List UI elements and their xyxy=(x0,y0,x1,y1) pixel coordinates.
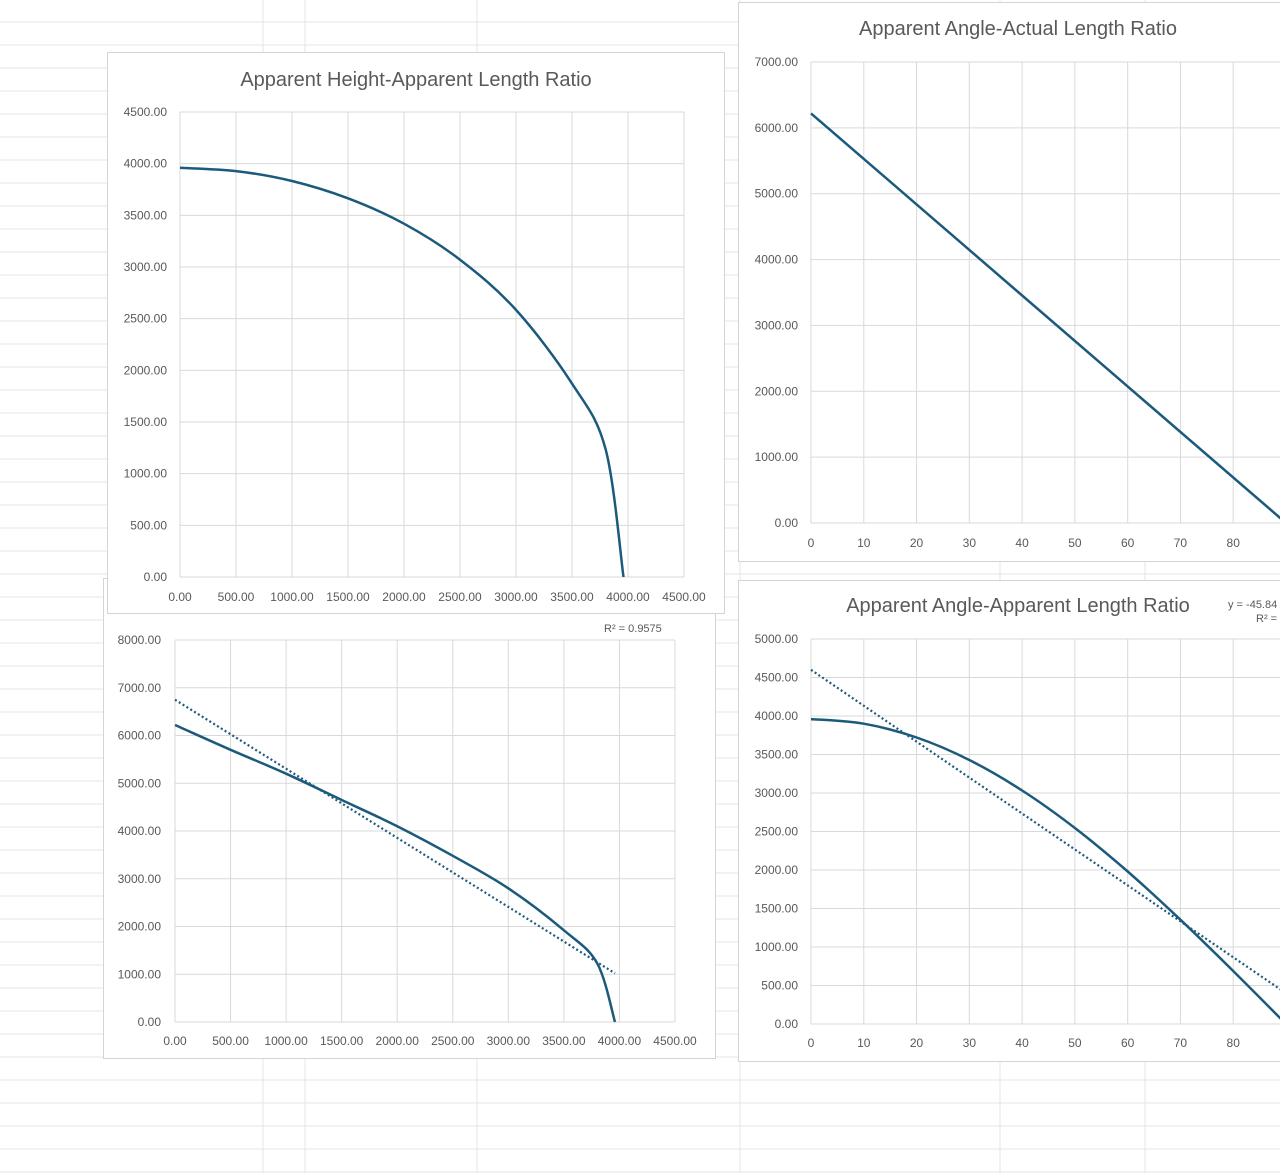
x-tick-label: 3000.00 xyxy=(487,1034,531,1048)
y-tick-label: 2000.00 xyxy=(755,863,799,877)
chart-angle-apparent-length[interactable]: Apparent Angle-Apparent Length Ratio y =… xyxy=(738,580,1280,1062)
x-tick-label: 500.00 xyxy=(212,1034,249,1048)
series-line xyxy=(810,112,1280,520)
y-tick-label: 0.00 xyxy=(144,570,168,584)
chart-height-length[interactable]: Apparent Height-Apparent Length Ratio 0.… xyxy=(107,52,725,614)
x-tick-label: 60 xyxy=(1121,536,1135,550)
plot-area: 0.00 500.00 1000.00 1500.00 2000.00 2500.00 30… xyxy=(124,105,706,604)
y-tick-label: 2000.00 xyxy=(755,384,799,398)
x-tick-label: 0 xyxy=(808,1036,815,1050)
trendline xyxy=(810,668,1280,991)
y-tick-label: 500.00 xyxy=(130,518,167,532)
x-tick-label: 20 xyxy=(910,536,924,550)
x-tick-label: 10 xyxy=(857,536,871,550)
x-tick-label: 4000.00 xyxy=(598,1034,642,1048)
x-tick-label: 4000.00 xyxy=(606,590,650,604)
y-tick-label: 4500.00 xyxy=(124,105,168,119)
y-tick-label: 2500.00 xyxy=(755,825,799,839)
x-tick-label: 40 xyxy=(1015,1036,1029,1050)
chart-title: Apparent Angle-Apparent Length Ratio xyxy=(846,595,1190,617)
y-tick-label: 4000.00 xyxy=(755,253,799,267)
x-tick-label: 4500.00 xyxy=(662,590,706,604)
y-tick-label: 3000.00 xyxy=(755,318,799,332)
y-tick-label: 6000.00 xyxy=(118,729,162,743)
x-tick-label: 3000.00 xyxy=(494,590,538,604)
x-tick-label: 3500.00 xyxy=(542,1034,586,1048)
x-tick-label: 2500.00 xyxy=(438,590,482,604)
trendline-r-squared: R² = xyxy=(1256,613,1278,625)
x-tick-label: 0.00 xyxy=(163,1034,187,1048)
x-tick-label: 4500.00 xyxy=(653,1034,697,1048)
y-tick-label: 8000.00 xyxy=(118,633,162,647)
x-tick-label: 2000.00 xyxy=(382,590,426,604)
y-tick-label: 3000.00 xyxy=(124,260,168,274)
y-tick-label: 3000.00 xyxy=(755,786,799,800)
x-tick-label: 2000.00 xyxy=(376,1034,420,1048)
chart-angle-actual-length[interactable]: Apparent Angle-Actual Length Ratio 0 10 20… xyxy=(738,2,1280,562)
y-tick-label: 2500.00 xyxy=(124,312,168,326)
chart-title: Apparent Height-Apparent Length Ratio xyxy=(240,69,592,91)
chart-title: Apparent Angle-Actual Length Ratio xyxy=(859,18,1177,40)
y-tick-label: 1500.00 xyxy=(124,415,168,429)
x-tick-label: 60 xyxy=(1121,1036,1135,1050)
y-tick-label: 5000.00 xyxy=(118,776,162,790)
y-tick-label: 5000.00 xyxy=(755,632,799,646)
x-tick-label: 1000.00 xyxy=(264,1034,308,1048)
x-tick-label: 1000.00 xyxy=(270,590,314,604)
y-tick-label: 1000.00 xyxy=(755,940,799,954)
y-tick-label: 500.00 xyxy=(761,979,798,993)
y-tick-label: 0.00 xyxy=(138,1015,162,1029)
x-tick-label: 50 xyxy=(1068,1036,1082,1050)
x-tick-label: 70 xyxy=(1174,536,1188,550)
y-tick-label: 3000.00 xyxy=(118,872,162,886)
y-tick-label: 0.00 xyxy=(775,516,799,530)
y-tick-label: 3500.00 xyxy=(755,748,799,762)
trendline-r-squared: R² = 0.9575 xyxy=(604,623,662,635)
x-tick-label: 0 xyxy=(808,536,815,550)
y-tick-label: 3500.00 xyxy=(124,208,168,222)
plot-area: 0.00 500.00 1000.00 1500.00 2000.00 2500.00 30… xyxy=(118,633,697,1048)
y-tick-label: 2000.00 xyxy=(124,363,168,377)
x-tick-label: 70 xyxy=(1174,1036,1188,1050)
x-tick-label: 3500.00 xyxy=(550,590,594,604)
series-line xyxy=(179,166,625,578)
y-tick-label: 4000.00 xyxy=(118,824,162,838)
y-tick-label: 0.00 xyxy=(775,1017,799,1031)
trendline xyxy=(174,698,616,975)
x-tick-label: 2500.00 xyxy=(431,1034,475,1048)
y-tick-label: 1500.00 xyxy=(755,902,799,916)
x-tick-label: 1500.00 xyxy=(326,590,370,604)
x-tick-label: 30 xyxy=(963,1036,977,1050)
y-tick-label: 1000.00 xyxy=(118,967,162,981)
plot-area: 01020304050607080900.00500.001000.001500… xyxy=(755,632,1280,1050)
x-tick-label: 80 xyxy=(1227,1036,1241,1050)
y-tick-label: 7000.00 xyxy=(755,55,799,69)
x-tick-label: 30 xyxy=(963,536,977,550)
x-tick-label: 10 xyxy=(857,1036,871,1050)
y-tick-label: 4000.00 xyxy=(755,709,799,723)
y-tick-label: 1000.00 xyxy=(124,467,168,481)
y-tick-label: 4000.00 xyxy=(124,157,168,171)
y-tick-label: 5000.00 xyxy=(755,187,799,201)
x-tick-label: 20 xyxy=(910,1036,924,1050)
y-tick-label: 4500.00 xyxy=(755,671,799,685)
plot-area: 01020304050607080900.001000.002000.00300… xyxy=(755,55,1280,550)
x-tick-label: 40 xyxy=(1015,536,1029,550)
x-tick-label: 500.00 xyxy=(218,590,255,604)
y-tick-label: 6000.00 xyxy=(755,121,799,135)
chart-length-actual-length[interactable]: R² = 0.9575 0.00 500.00 1000.00 1500.00 2000… xyxy=(103,578,716,1059)
y-tick-label: 7000.00 xyxy=(118,681,162,695)
y-tick-label: 2000.00 xyxy=(118,920,162,934)
series-line xyxy=(174,723,617,1023)
x-tick-label: 50 xyxy=(1068,536,1082,550)
y-tick-label: 1000.00 xyxy=(755,450,799,464)
trendline-equation: y = -45.84 xyxy=(1228,599,1278,611)
series-line xyxy=(810,717,1280,1020)
x-tick-label: 80 xyxy=(1227,536,1241,550)
x-tick-label: 0.00 xyxy=(168,590,192,604)
x-tick-label: 1500.00 xyxy=(320,1034,364,1048)
